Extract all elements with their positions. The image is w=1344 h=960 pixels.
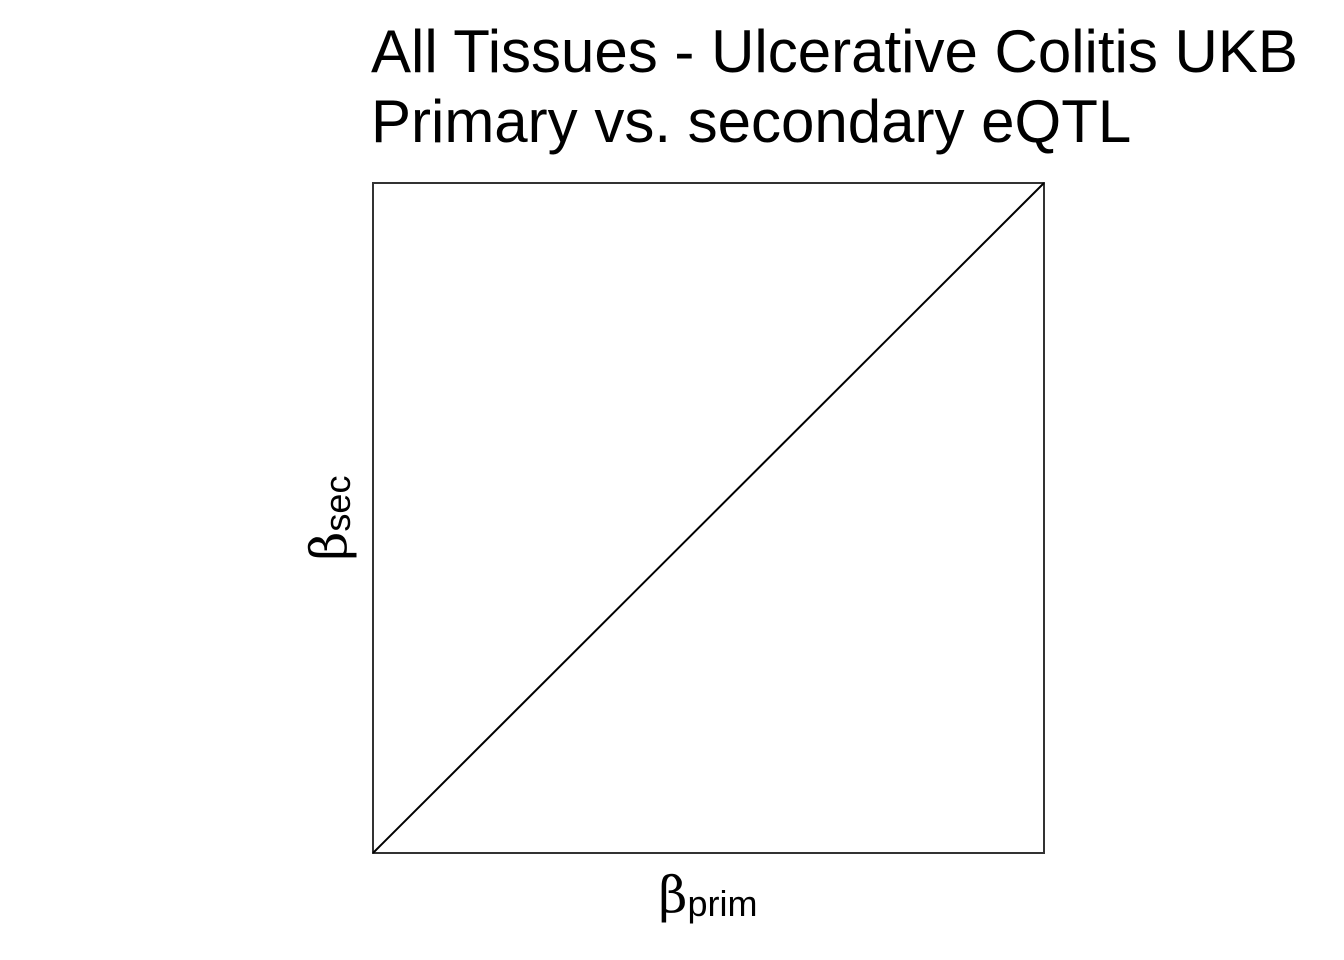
chart-title-line-2: Primary vs. secondary eQTL [371,88,1132,155]
x-axis-label-subscript: prim [687,883,757,924]
x-axis-label-symbol: β [659,866,688,924]
y-axis-label: βsec [300,476,358,561]
plot-panel-border [372,182,1045,854]
x-axis-label: βprim [659,866,758,924]
series-layer [372,182,1045,854]
chart-title-line-1: All Tissues - Ulcerative Colitis UKB [371,18,1298,85]
y-axis-label-subscript: sec [317,476,358,532]
y-axis-label-symbol: β [300,532,358,561]
series-line-0 [372,182,1045,854]
